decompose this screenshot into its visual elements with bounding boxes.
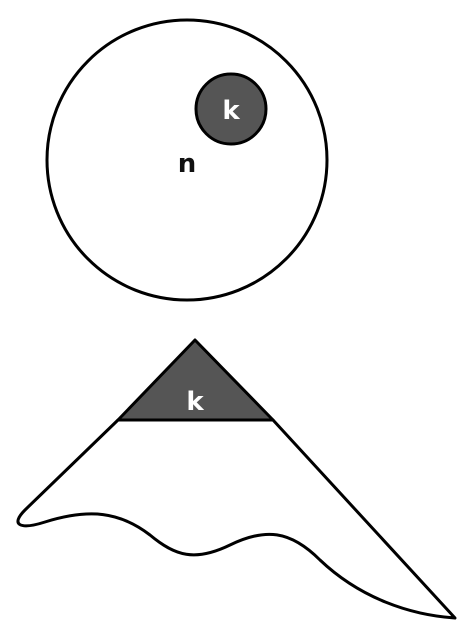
inner-circle — [194, 72, 268, 146]
tip-triangle-label: k — [186, 387, 204, 417]
top-figure: k n — [45, 18, 329, 302]
mountain-shape — [16, 418, 457, 620]
outer-circle-label: n — [178, 149, 197, 179]
inner-circle-label: k — [222, 96, 240, 126]
bottom-figure: k — [16, 338, 457, 620]
